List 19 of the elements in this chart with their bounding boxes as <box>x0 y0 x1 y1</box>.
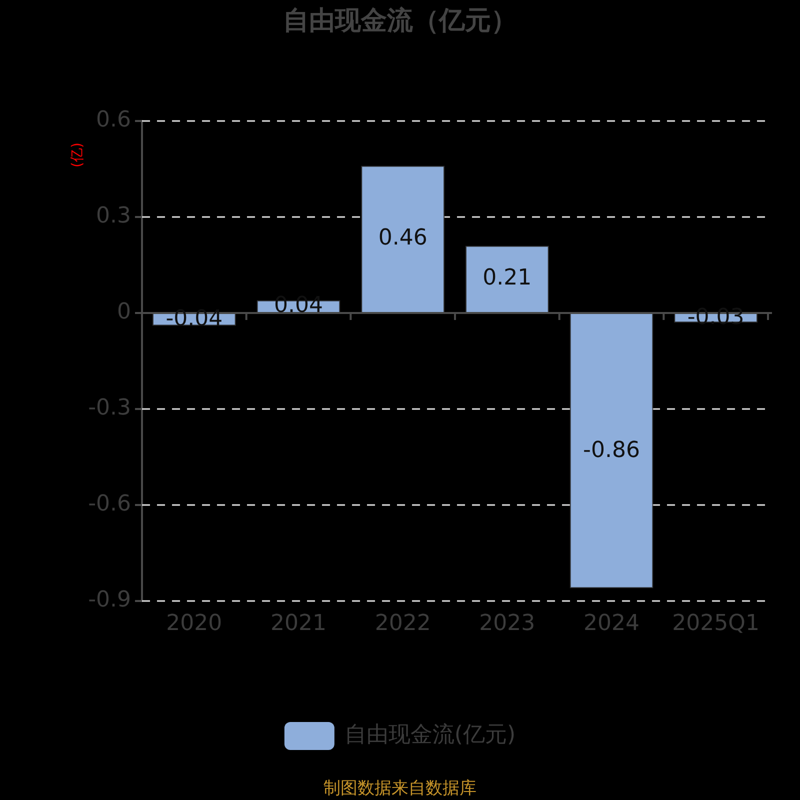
y-tick-label: 0 <box>117 300 131 325</box>
x-tick-label: 2022 <box>374 610 431 636</box>
x-tick-label: 2021 <box>270 610 326 636</box>
x-tick-label: 2025Q1 <box>672 610 760 636</box>
x-tick-label: 2024 <box>584 610 640 636</box>
text: 制图数据来自数据库 <box>324 778 476 798</box>
legend-label: 自由现金流(亿元) <box>344 722 516 748</box>
chart-title: 自由现金流（亿元） <box>283 6 517 36</box>
x-tick-label: 2020 <box>166 610 222 636</box>
x-tick-label: 2023 <box>479 610 536 636</box>
data-label: -0.86 <box>583 438 640 463</box>
y-axis-title: (亿) <box>70 142 86 168</box>
y-tick-label: 0.3 <box>96 204 131 229</box>
y-tick-label: -0.6 <box>88 492 131 517</box>
data-label: 0.21 <box>482 266 532 291</box>
y-tick-label: 0.6 <box>96 108 131 133</box>
data-label: 0.46 <box>378 226 428 251</box>
y-tick-label: -0.3 <box>88 396 131 421</box>
y-tick-label: -0.9 <box>88 588 131 613</box>
